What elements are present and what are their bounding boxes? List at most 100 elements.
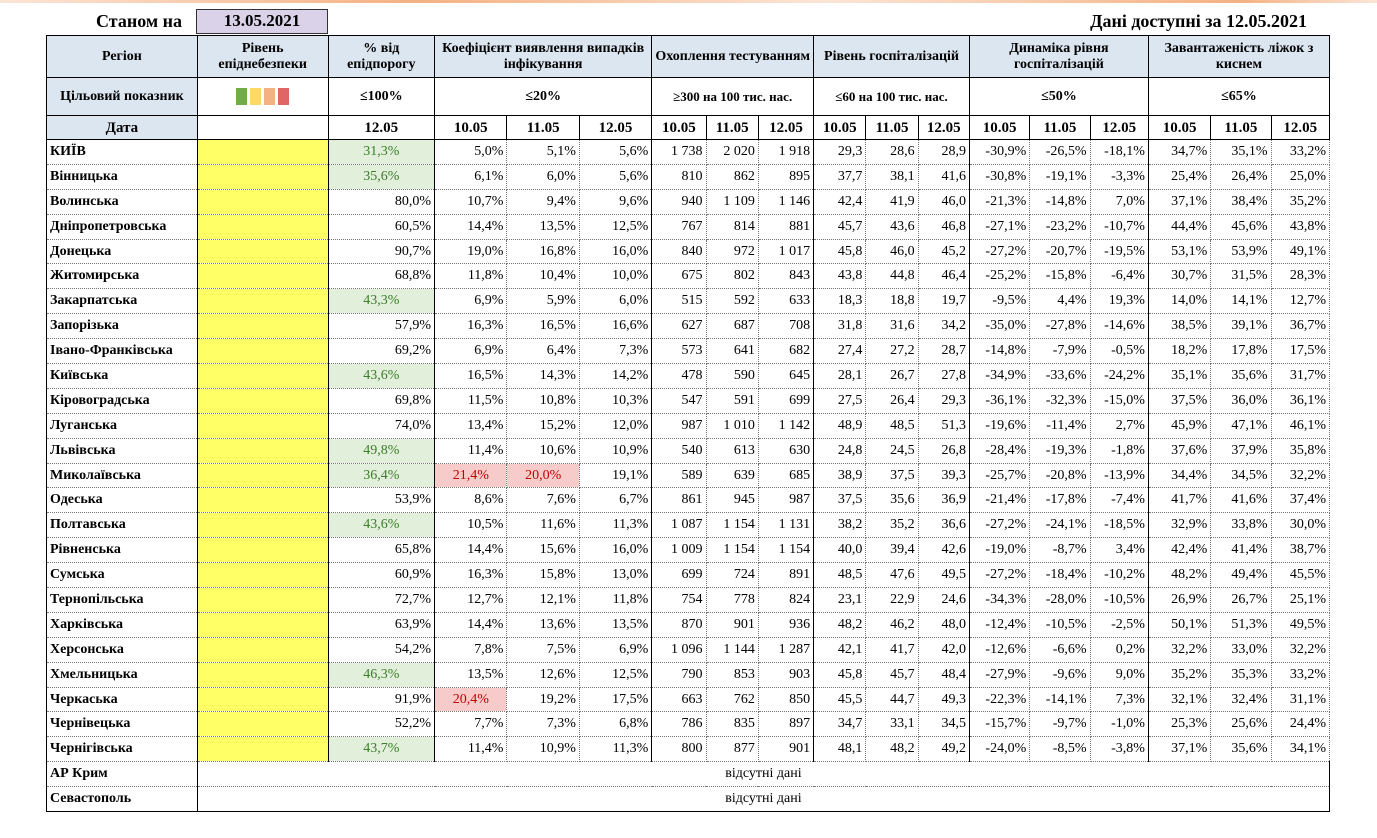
dyn-value: 0,2% [1090,637,1149,663]
oxy-value: 14,0% [1147,288,1212,315]
detection-value: 6,9% [434,288,508,315]
threshold-value: 52,2% [328,711,436,738]
danger-level-cell [196,587,329,613]
date-header-cell: 12.05 [1270,115,1331,140]
tst-value: 708 [758,313,815,340]
tst-value: 613 [706,438,759,464]
hos-value: 27,5 [813,388,867,414]
target-hospitalization: ≤60 на 100 тис. нас. [813,77,970,116]
detection-value: 5,6% [579,164,653,190]
dyn-value: -14,8% [1029,189,1091,215]
table-row: Рівненська 65,8% 14,4% 15,6% 16,0% 1 009 1 154… [46,537,1331,564]
hos-value: 24,8 [813,438,867,464]
region-name: Хмельницька [46,662,198,688]
region-name: Харківська [46,612,198,638]
col-header-testing[interactable]: Охоплення тестуванням [651,35,815,78]
hos-value: 28,1 [813,363,867,389]
date-header-cell: 12.05 [1089,115,1149,140]
oxy-value: 41,4% [1210,537,1272,564]
as-of-date[interactable]: 13.05.2021 [196,9,328,34]
col-header-detection[interactable]: Коефіцієнт виявлення випадків інфікуванн… [434,35,653,78]
oxy-value: 45,6% [1210,214,1272,240]
hos-value: 28,6 [865,139,919,165]
oxy-value: 35,2% [1147,662,1212,688]
hos-value: 48,1 [813,736,867,763]
danger-level-cell [196,239,329,265]
tst-value: 1 144 [706,637,759,663]
oxy-value: 25,0% [1271,164,1331,190]
date-header-cell: 11.05 [1029,115,1091,140]
tst-value: 814 [706,214,759,240]
dyn-value: -1,8% [1090,438,1149,464]
oxy-value: 26,9% [1147,587,1212,613]
dyn-value: -22,3% [968,687,1031,713]
target-testing: ≥300 на 100 тис. нас. [651,77,815,116]
region-name: Черкаська [46,687,198,713]
col-header-region[interactable]: Регіон [46,35,198,78]
dyn-value: -34,3% [968,587,1031,613]
hos-value: 46,0 [865,239,919,265]
dyn-value: -19,0% [968,537,1031,564]
tst-value: 945 [706,487,759,514]
dyn-value: -19,5% [1090,239,1149,265]
detection-value: 11,8% [579,587,653,613]
date-header-cell: 11.05 [506,115,580,140]
dyn-value: -36,1% [968,388,1031,414]
danger-level-cell [196,512,329,539]
oxy-value: 37,1% [1147,189,1212,215]
table-row: Вінницька 35,6% 6,1% 6,0% 5,6% 810 862 895 37,7 3… [46,164,1331,190]
hos-value: 26,8 [918,438,970,464]
dyn-value: -17,8% [1029,487,1091,514]
tst-value: 699 [758,388,815,414]
detection-value: 12,0% [579,413,653,439]
oxy-value: 49,1% [1271,239,1331,265]
hos-value: 39,4 [865,537,919,564]
detection-value: 5,6% [579,139,653,165]
danger-level-cell [196,736,329,763]
danger-level-cell [196,288,329,315]
tst-value: 682 [758,338,815,365]
region-name: Одеська [46,487,198,514]
tst-value: 861 [651,487,707,514]
threshold-value: 90,7% [328,239,436,265]
tst-value: 1 096 [651,637,707,663]
dyn-value: -18,4% [1029,562,1091,589]
col-header-threshold[interactable]: % від епідпорогу [327,35,436,78]
detection-value: 20,0% [506,463,580,489]
threshold-value: 57,9% [328,313,436,340]
col-header-hospitalization[interactable]: Рівень госпіталізацій [813,35,970,78]
col-header-hosp-dynamics[interactable]: Динаміка рівня госпіталізацій [968,35,1149,78]
dyn-value: -10,5% [1090,587,1149,613]
detection-value: 15,8% [506,562,580,589]
hos-value: 27,4 [813,338,867,365]
oxy-value: 25,3% [1147,711,1212,738]
hos-value: 48,5 [865,413,919,439]
danger-level-cell [196,338,329,365]
dyn-value: -18,5% [1090,512,1149,539]
col-header-oxygen-beds[interactable]: Завантаженість ліжок з киснем [1147,35,1331,78]
dyn-value: -19,1% [1029,164,1091,190]
danger-level-cell [196,363,329,389]
danger-level-cell [196,438,329,464]
detection-value: 9,6% [579,189,653,215]
col-header-level[interactable]: Рівень епіднебезпеки [196,35,329,78]
detection-value: 16,8% [506,239,580,265]
table-row: Херсонська 54,2% 7,8% 7,5% 6,9% 1 096 1 144 1 2… [46,637,1331,663]
tst-value: 724 [706,562,759,589]
danger-level-cell [196,189,329,215]
oxy-value: 51,3% [1210,612,1272,638]
top-accent-line [0,0,1377,3]
dyn-value: -3,3% [1090,164,1149,190]
dyn-value: -27,9% [968,662,1031,688]
dyn-value: -27,2% [968,562,1031,589]
tst-value: 802 [706,263,759,290]
tst-value: 840 [651,239,707,265]
tst-value: 1 146 [758,189,815,215]
detection-value: 17,5% [579,687,653,713]
oxy-value: 12,7% [1271,288,1331,315]
tst-value: 901 [706,612,759,638]
detection-value: 10,5% [434,512,508,539]
tst-value: 1 009 [651,537,707,564]
dyn-value: -32,3% [1029,388,1091,414]
table-row: Дніпропетровська 60,5% 14,4% 13,5% 12,5% 767 8… [46,214,1331,240]
